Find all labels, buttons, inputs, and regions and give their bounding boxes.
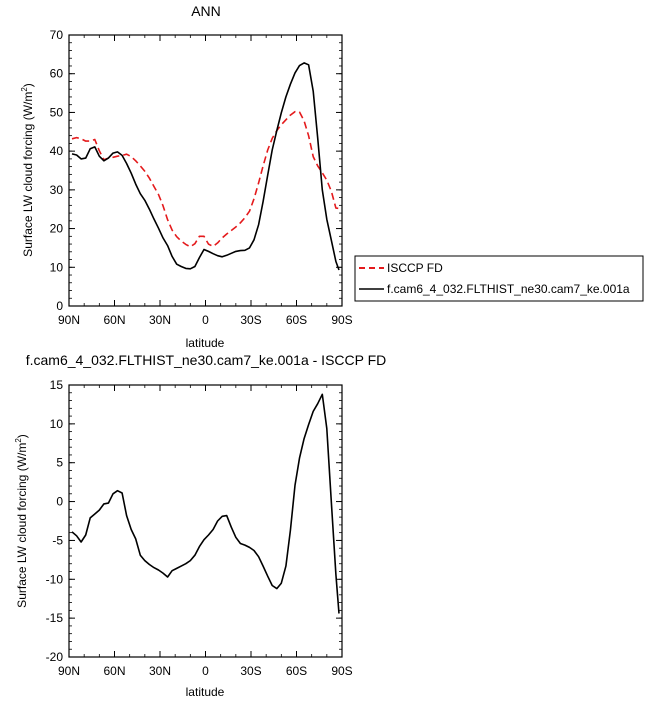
top-y-axis-label: Surface LW cloud forcing (W/m2) <box>20 83 35 257</box>
p2-ytick-label: 5 <box>56 456 63 470</box>
p2-xtick-label: 0 <box>202 664 209 678</box>
bottom-chart-title: f.cam6_4_032.FLTHIST_ne30.cam7_ke.001a -… <box>26 352 387 368</box>
top-y-axis-label-main: Surface LW cloud forcing (W/m <box>21 92 35 257</box>
bottom-panel: f.cam6_4_032.FLTHIST_ne30.cam7_ke.001a -… <box>14 352 386 699</box>
p1-ytick-label: 50 <box>50 105 64 119</box>
p2-xtick-label: 90N <box>58 664 80 678</box>
top-y-axis-label-sup: 2 <box>20 87 29 92</box>
top-plot-frame <box>68 34 343 307</box>
p1-ytick-label: 70 <box>50 28 64 42</box>
p1-xtick-label: 90N <box>58 313 80 327</box>
p1-xtick-label: 30N <box>149 313 171 327</box>
p1-xtick-label: 90S <box>331 313 352 327</box>
p1-xtick-label: 60N <box>103 313 125 327</box>
p2-ytick-label: -15 <box>46 611 64 625</box>
p2-ytick-label: -5 <box>52 533 63 547</box>
bottom-y-axis-label: Surface LW cloud forcing (W/m2) <box>14 434 29 608</box>
top-panel: ANN 0 10 20 30 40 50 60 70 90N 60N 30N 0 30S 60S 90S l… <box>20 3 644 350</box>
p2-ytick-label: 0 <box>56 495 63 509</box>
top-chart-title: ANN <box>191 3 221 19</box>
p1-xtick-label: 0 <box>202 313 209 327</box>
p2-series-line-0 <box>71 393 340 614</box>
bottom-y-axis-label-tail: ) <box>15 434 29 438</box>
p2-ytick-label: -20 <box>46 650 64 664</box>
p1-ytick-label: 30 <box>50 183 64 197</box>
p1-ytick-label: 20 <box>50 222 64 236</box>
legend-box <box>354 255 644 302</box>
p1-xtick-label: 30S <box>240 313 261 327</box>
p2-xtick-label: 60N <box>103 664 125 678</box>
top-x-axis-label: latitude <box>186 336 225 350</box>
bottom-y-axis-label-main: Surface LW cloud forcing (W/m <box>15 443 29 608</box>
p2-xtick-label: 90S <box>331 664 352 678</box>
p2-ytick-label: -10 <box>46 572 64 586</box>
p1-ytick-label: 10 <box>50 260 64 274</box>
p1-ytick-label: 40 <box>50 144 64 158</box>
p2-ytick-label: 15 <box>50 378 64 392</box>
p1-ytick-label: 0 <box>56 299 63 313</box>
top-y-axis-label-tail: ) <box>21 83 35 87</box>
p1-series-line-0 <box>71 110 340 248</box>
p2-xtick-label: 60S <box>286 664 307 678</box>
p1-series-line-1 <box>71 62 340 271</box>
legend-entry-isccp: ISCCP FD <box>387 261 443 275</box>
p2-ytick-label: 10 <box>50 417 64 431</box>
p1-ytick-label: 60 <box>50 67 64 81</box>
p2-xtick-label: 30N <box>149 664 171 678</box>
p2-xtick-label: 30S <box>240 664 261 678</box>
p1-xtick-label: 60S <box>286 313 307 327</box>
legend-entry-model: f.cam6_4_032.FLTHIST_ne30.cam7_ke.001a <box>387 282 630 296</box>
bottom-plot-frame <box>68 384 343 658</box>
bottom-x-axis-label: latitude <box>186 685 225 699</box>
legend: ISCCP FD f.cam6_4_032.FLTHIST_ne30.cam7_… <box>354 255 644 302</box>
bottom-y-axis-label-sup: 2 <box>14 438 23 443</box>
